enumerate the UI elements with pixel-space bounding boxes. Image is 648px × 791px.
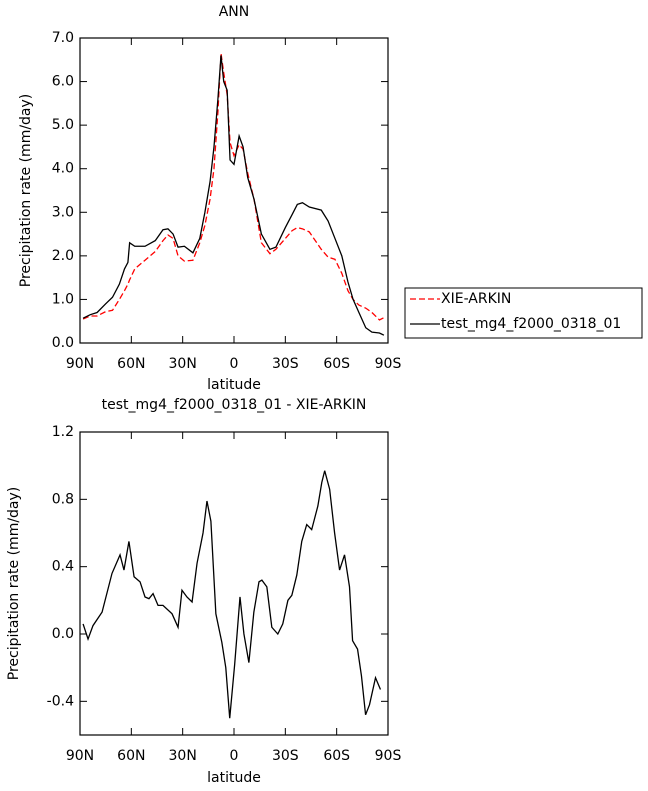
x-tick-label: 60S <box>323 748 350 764</box>
x-axis-label: latitude <box>207 770 261 786</box>
plot-frame <box>79 431 389 736</box>
y-tick-label: -0.4 <box>47 693 74 709</box>
x-tick-label: 30N <box>169 356 197 372</box>
legend-label: test_mg4_f2000_0318_01 <box>441 316 621 332</box>
y-tick-label: 4.0 <box>52 161 74 177</box>
y-tick-label: 0.0 <box>52 626 74 642</box>
y-tick-label: 7.0 <box>52 30 74 46</box>
y-tick-label: 5.0 <box>52 117 74 133</box>
legend-label: XIE-ARKIN <box>441 291 511 307</box>
y-axis-label: Precipitation rate (mm/day) <box>6 487 22 681</box>
x-tick-label: 30S <box>272 356 299 372</box>
x-tick-label: 0 <box>230 748 239 764</box>
y-axis-label: Precipitation rate (mm/day) <box>18 94 34 288</box>
x-tick-label: 30N <box>169 748 197 764</box>
data-line <box>82 53 385 321</box>
x-tick-label: 60N <box>117 356 145 372</box>
x-axis-label: latitude <box>207 377 261 393</box>
y-tick-label: 1.2 <box>52 424 74 440</box>
chart-title: ANN <box>219 4 250 20</box>
x-tick-label: 90S <box>375 356 402 372</box>
x-tick-label: 60S <box>323 356 350 372</box>
legend-box <box>404 287 643 339</box>
plot-frame <box>79 37 389 344</box>
y-tick-label: 0.0 <box>52 335 74 351</box>
y-tick-label: 2.0 <box>52 248 74 264</box>
y-tick-label: 0.8 <box>52 491 74 507</box>
y-tick-label: 6.0 <box>52 74 74 90</box>
x-tick-label: 90S <box>375 748 402 764</box>
x-tick-label: 60N <box>117 748 145 764</box>
data-line <box>82 55 385 336</box>
x-tick-label: 90N <box>66 748 94 764</box>
y-tick-label: 0.4 <box>52 559 74 575</box>
x-tick-label: 0 <box>230 356 239 372</box>
x-tick-label: 90N <box>66 356 94 372</box>
chart-title: test_mg4_f2000_0318_01 - XIE-ARKIN <box>102 397 367 413</box>
y-tick-label: 1.0 <box>52 291 74 307</box>
y-tick-label: 3.0 <box>52 204 74 220</box>
x-tick-label: 30S <box>272 748 299 764</box>
data-line <box>82 470 382 719</box>
